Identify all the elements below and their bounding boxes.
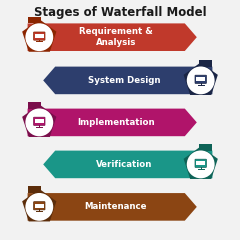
Polygon shape (184, 146, 218, 179)
Polygon shape (199, 60, 212, 66)
Polygon shape (22, 19, 56, 52)
FancyBboxPatch shape (35, 119, 44, 123)
Polygon shape (43, 151, 212, 178)
Polygon shape (22, 189, 56, 222)
Text: Verification: Verification (96, 160, 152, 169)
Polygon shape (28, 24, 197, 51)
Circle shape (25, 193, 53, 221)
Circle shape (187, 150, 215, 178)
Circle shape (25, 108, 53, 136)
FancyBboxPatch shape (34, 32, 45, 40)
Polygon shape (28, 108, 197, 136)
FancyBboxPatch shape (195, 75, 206, 83)
FancyBboxPatch shape (196, 161, 205, 165)
Text: Requirement &
Analysis: Requirement & Analysis (79, 27, 153, 47)
Polygon shape (28, 186, 41, 193)
Polygon shape (28, 193, 197, 221)
Text: System Design: System Design (88, 76, 161, 85)
Circle shape (187, 66, 215, 94)
Text: Stages of Waterfall Model: Stages of Waterfall Model (34, 6, 206, 19)
Text: Maintenance: Maintenance (84, 202, 147, 211)
Polygon shape (199, 144, 212, 151)
Polygon shape (43, 66, 212, 94)
FancyBboxPatch shape (34, 117, 45, 125)
Polygon shape (28, 17, 41, 24)
Circle shape (25, 23, 53, 51)
FancyBboxPatch shape (34, 202, 45, 210)
Polygon shape (22, 104, 56, 137)
FancyBboxPatch shape (196, 77, 205, 81)
FancyBboxPatch shape (195, 159, 206, 167)
Polygon shape (184, 62, 218, 95)
Text: Implementation: Implementation (77, 118, 155, 127)
Polygon shape (28, 102, 41, 108)
FancyBboxPatch shape (35, 204, 44, 208)
FancyBboxPatch shape (35, 34, 44, 38)
